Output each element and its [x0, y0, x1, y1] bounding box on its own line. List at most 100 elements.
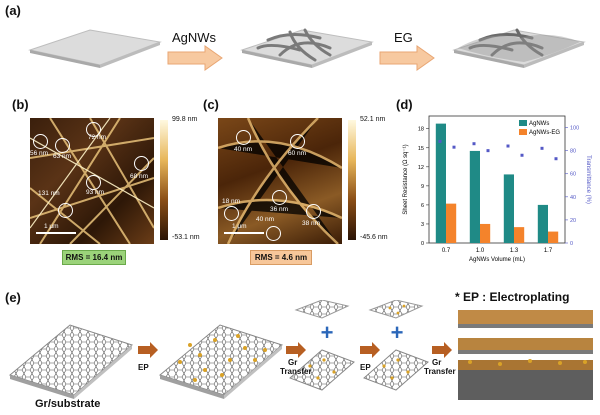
electroplating-note: * EP : Electroplating: [455, 290, 570, 304]
arrow-ep1: [138, 342, 158, 358]
agnw-substrate: [240, 28, 374, 68]
bar-agnws: [469, 150, 480, 243]
afm-image-agnws: 56 nm 63 nm 72 nm 68 nm 93 nm 131 nm 1 μ…: [30, 118, 154, 244]
y2-axis-label: Transmittance (%): [585, 155, 591, 204]
afm-label: 38 nm: [302, 220, 321, 227]
y-tick-label: 15: [418, 146, 424, 152]
panel-e-label: (e): [5, 290, 21, 305]
y2-tick-label: 80: [570, 149, 576, 155]
transfer-sheet-top-2: [368, 300, 424, 319]
rms-badge-c: RMS = 4.6 nm: [250, 250, 312, 265]
panel-e-schematic: + +: [8, 300, 593, 400]
scale-bar: [224, 232, 264, 234]
eg-texture: [218, 118, 342, 244]
step-agnws-label: AgNWs: [172, 30, 217, 45]
transfer2-label-b: Transfer: [424, 367, 456, 376]
arrow-agnws: [167, 45, 223, 71]
y2-tick-label: 40: [570, 195, 576, 201]
transfer1-label-a: Gr: [288, 358, 298, 367]
legend-swatch: [519, 129, 527, 135]
panel-b-label: (b): [12, 97, 29, 112]
panel-a-schematic: [28, 28, 586, 71]
x-tick-label: 1.0: [476, 248, 485, 254]
rms-badge-b: RMS = 16.4 nm: [62, 250, 126, 265]
y-tick-label: 3: [421, 222, 424, 228]
afm-label: 40 nm: [234, 146, 253, 153]
step-eg-label: EG: [394, 30, 413, 45]
ep2-label: EP: [360, 363, 371, 372]
transmittance-point: [472, 142, 476, 146]
afm-label: 60 nm: [288, 150, 307, 157]
legend-label: AgNWs-EG: [529, 130, 560, 136]
bar-agnws-eg: [446, 203, 457, 243]
eg-substrate: [452, 28, 586, 68]
panel-d-label: (d): [396, 97, 413, 112]
colorbar-c-min: -45.6 nm: [360, 234, 388, 241]
afm-label: 56 nm: [30, 150, 49, 157]
bar-agnws-eg: [548, 231, 559, 243]
colorbar-b-max: 99.8 nm: [172, 116, 198, 123]
arrow-transfer1: [286, 342, 306, 358]
transfer1-label-b: Transfer: [280, 367, 312, 376]
afm-label: 93 nm: [86, 189, 105, 196]
afm-label: 72 nm: [88, 134, 107, 141]
transmittance-point: [486, 149, 490, 153]
legend-swatch: [519, 120, 527, 126]
transmittance-point: [452, 145, 456, 149]
chart-frame: [428, 115, 566, 244]
afm-label: 40 nm: [256, 216, 275, 223]
y2-tick-label: 20: [570, 218, 576, 224]
graphene-substrate: [8, 324, 134, 399]
x-tick-label: 1.3: [510, 248, 519, 254]
bar-agnws: [537, 204, 548, 243]
y-tick-label: 18: [418, 127, 424, 133]
bar-agnws-eg: [514, 227, 525, 243]
arrow-ep2: [360, 342, 380, 358]
transfer-base-2: [363, 349, 429, 391]
x-tick-label: 0.7: [442, 248, 451, 254]
multilayer-stack: [458, 310, 593, 400]
arrow-transfer2: [432, 342, 452, 358]
colorbar-c-max: 52.1 nm: [360, 116, 386, 123]
afm-image-agnws-eg: 40 nm 60 nm 18 nm 36 nm 38 nm 40 nm 1 μm: [218, 118, 342, 244]
colorbar-b: [160, 120, 168, 240]
electroplated-graphene: [158, 324, 284, 399]
sheet-resistance-chart: 0 3 6 9 12 15 18 0 20 40 60 80 100 0.7 1.0 1.3 1.7 AgNWs …: [403, 115, 591, 263]
y-tick-label: 6: [421, 203, 424, 209]
y2-tick-label: 0: [570, 241, 573, 247]
bar-agnws-eg: [480, 223, 491, 243]
transmittance-point: [554, 157, 558, 161]
transmittance-point: [520, 153, 524, 157]
scale-bar: [36, 232, 76, 234]
transfer-base: [289, 349, 355, 391]
x-tick-label: 1.7: [544, 248, 553, 254]
transfer2-label-a: Gr: [432, 358, 442, 367]
y2-tick-label: 100: [570, 126, 579, 132]
legend-label: AgNWs: [529, 121, 549, 127]
ep1-label: EP: [138, 363, 149, 372]
substrate-label: Gr/substrate: [35, 398, 101, 410]
bare-substrate: [28, 29, 162, 68]
plus-2: +: [391, 320, 404, 345]
afm-label: 18 nm: [222, 198, 241, 205]
scale-bar-label: 1 μm: [232, 223, 247, 230]
transmittance-point: [506, 144, 510, 148]
panel-a-label: (a): [5, 3, 21, 18]
colorbar-b-min: -53.1 nm: [172, 234, 200, 241]
colorbar-c: [348, 120, 356, 240]
bar-agnws: [435, 123, 446, 243]
y-tick-label: 9: [421, 184, 424, 190]
scale-bar-label: 1 μm: [44, 223, 59, 230]
afm-label: 36 nm: [270, 206, 289, 213]
y2-tick-label: 60: [570, 172, 576, 178]
transmittance-point: [540, 146, 544, 150]
afm-label: 131 nm: [38, 190, 60, 197]
arrow-eg: [379, 45, 435, 71]
afm-label: 68 nm: [130, 173, 149, 180]
transfer-sheet-top: [294, 300, 350, 319]
bar-agnws: [503, 174, 514, 243]
x-axis-label: AgNWs Volume (mL): [469, 257, 525, 263]
transmittance-point: [438, 139, 442, 143]
panel-c-label: (c): [203, 97, 219, 112]
plus-1: +: [321, 320, 334, 345]
